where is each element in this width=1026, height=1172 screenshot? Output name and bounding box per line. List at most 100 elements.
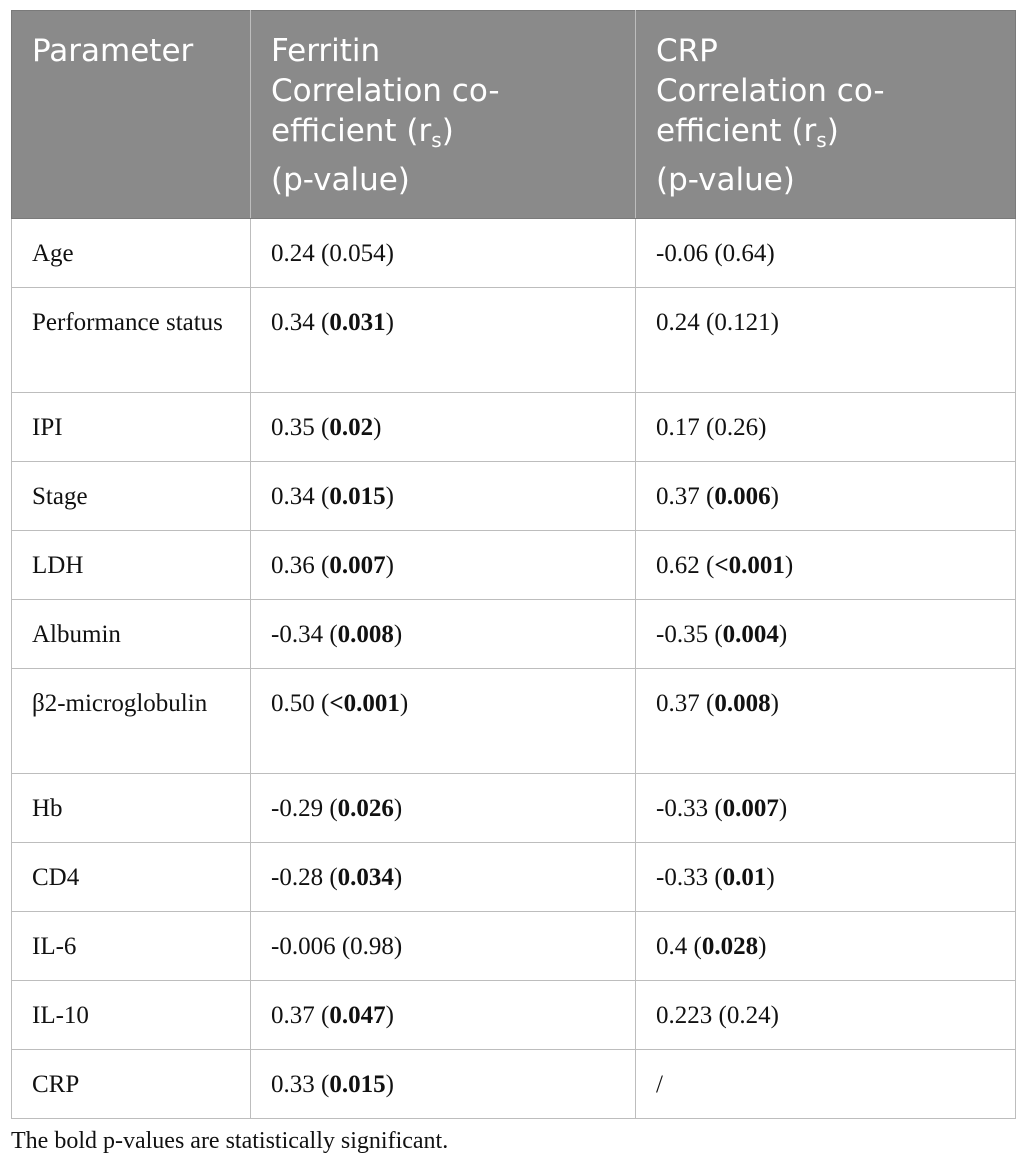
header-parameter-label: Parameter	[32, 33, 194, 69]
cell-crp: 0.223 (0.24)	[635, 980, 1016, 1050]
cell-crp-r: 0.17	[656, 414, 700, 441]
cell-crp: -0.35 (0.004)	[635, 599, 1016, 669]
header-crp-pvalue: (p-value)	[656, 162, 795, 198]
cell-ferritin-r: -0.29	[271, 795, 324, 822]
cell-ferritin-r: 0.36	[271, 552, 315, 579]
table-row: Stage 0.34 (0.015) 0.37 (0.006)	[11, 461, 1016, 531]
cell-crp-r: 0.4	[656, 933, 688, 960]
table-footnote: The bold p-values are statistically sign…	[11, 1128, 449, 1154]
cell-parameter: IPI	[11, 392, 251, 462]
header-ferritin-line2: Correlation co-	[271, 73, 500, 109]
cell-parameter: LDH	[11, 530, 251, 600]
cell-ferritin-p: 0.015	[329, 1071, 386, 1098]
cell-crp: /	[635, 1049, 1016, 1119]
cell-ferritin-p: 0.031	[329, 309, 386, 336]
correlation-table: Parameter Ferritin Correlation co- effic…	[11, 10, 1016, 1119]
header-crp-line3: efficient (r	[656, 113, 817, 149]
cell-crp-r: -0.35	[656, 621, 709, 648]
cell-ferritin-r: 0.35	[271, 414, 315, 441]
cell-ferritin-p: 0.02	[329, 414, 374, 441]
cell-crp: 0.17 (0.26)	[635, 392, 1016, 462]
cell-ferritin-p: 0.026	[337, 795, 394, 822]
cell-ferritin-p: 0.047	[329, 1002, 386, 1029]
cell-ferritin-r: -0.28	[271, 864, 324, 891]
cell-crp-p: 0.26	[714, 414, 759, 441]
cell-crp-p: 0.028	[701, 933, 759, 960]
cell-ferritin-r: 0.37	[271, 1002, 315, 1029]
cell-crp: 0.4 (0.028)	[635, 911, 1016, 981]
table-row: CRP 0.33 (0.015) /	[11, 1049, 1016, 1119]
cell-crp-r: -0.06	[656, 240, 709, 267]
cell-crp-p: 0.01	[722, 864, 767, 891]
cell-crp-r: /	[656, 1071, 663, 1098]
table-row: Hb -0.29 (0.026) -0.33 (0.007)	[11, 773, 1016, 843]
cell-parameter: β2-microglobulin	[11, 668, 251, 774]
cell-crp: -0.06 (0.64)	[635, 218, 1016, 288]
header-parameter: Parameter	[11, 10, 251, 219]
cell-ferritin-p: 0.007	[329, 552, 386, 579]
cell-crp-p: 0.121	[714, 309, 771, 336]
cell-ferritin-p: 0.054	[329, 240, 386, 267]
cell-ferritin-p: 0.98	[350, 933, 394, 960]
cell-ferritin-p: 0.015	[329, 483, 386, 510]
table-header: Parameter Ferritin Correlation co- effic…	[11, 10, 1016, 219]
header-ferritin-line3: efficient (r	[271, 113, 432, 149]
cell-crp: 0.37 (0.006)	[635, 461, 1016, 531]
table-row: IL-10 0.37 (0.047) 0.223 (0.24)	[11, 980, 1016, 1050]
cell-ferritin: 0.35 (0.02)	[250, 392, 636, 462]
cell-ferritin-p: <0.001	[329, 690, 400, 717]
cell-crp-p: 0.64	[722, 240, 767, 267]
cell-ferritin: -0.28 (0.034)	[250, 842, 636, 912]
cell-ferritin: 0.33 (0.015)	[250, 1049, 636, 1119]
cell-crp: 0.62 (<0.001)	[635, 530, 1016, 600]
cell-crp-r: -0.33	[656, 864, 709, 891]
cell-ferritin: -0.34 (0.008)	[250, 599, 636, 669]
cell-crp-p: <0.001	[714, 552, 785, 579]
cell-ferritin-r: 0.34	[271, 483, 315, 510]
cell-parameter: CD4	[11, 842, 251, 912]
cell-crp-r: 0.223	[656, 1002, 713, 1029]
table-row: Performance status 0.34 (0.031) 0.24 (0.12…	[11, 287, 1016, 393]
header-crp-close: )	[826, 113, 839, 149]
cell-crp-r: -0.33	[656, 795, 709, 822]
table-row: IL-6 -0.006 (0.98) 0.4 (0.028)	[11, 911, 1016, 981]
cell-ferritin-r: -0.34	[271, 621, 324, 648]
cell-ferritin-r: 0.24	[271, 240, 315, 267]
cell-ferritin: 0.36 (0.007)	[250, 530, 636, 600]
table-row: IPI 0.35 (0.02) 0.17 (0.26)	[11, 392, 1016, 462]
cell-ferritin: -0.29 (0.026)	[250, 773, 636, 843]
cell-parameter: CRP	[11, 1049, 251, 1119]
cell-crp-p: 0.004	[722, 621, 779, 648]
cell-parameter: IL-10	[11, 980, 251, 1050]
cell-parameter: Hb	[11, 773, 251, 843]
cell-crp-r: 0.37	[656, 483, 700, 510]
cell-crp-p: 0.24	[726, 1002, 771, 1029]
cell-crp: 0.24 (0.121)	[635, 287, 1016, 393]
cell-crp-p: 0.006	[714, 483, 771, 510]
header-crp-line2: Correlation co-	[656, 73, 885, 109]
cell-parameter: Age	[11, 218, 251, 288]
header-crp-subscript: s	[816, 128, 827, 152]
cell-ferritin: -0.006 (0.98)	[250, 911, 636, 981]
header-ferritin-pvalue: (p-value)	[271, 162, 410, 198]
table-row: β2-microglobulin 0.50 (<0.001) 0.37 (0.008…	[11, 668, 1016, 774]
cell-crp-r: 0.24	[656, 309, 700, 336]
cell-crp: 0.37 (0.008)	[635, 668, 1016, 774]
header-ferritin-subscript: s	[431, 128, 442, 152]
cell-ferritin-p: 0.008	[337, 621, 394, 648]
header-ferritin-title: Ferritin	[271, 33, 381, 69]
cell-ferritin: 0.24 (0.054)	[250, 218, 636, 288]
cell-parameter: Stage	[11, 461, 251, 531]
cell-parameter: Albumin	[11, 599, 251, 669]
header-crp-title: CRP	[656, 33, 718, 69]
cell-ferritin: 0.34 (0.031)	[250, 287, 636, 393]
cell-ferritin-r: 0.34	[271, 309, 315, 336]
cell-parameter: Performance status	[11, 287, 251, 393]
cell-ferritin-r: -0.006	[271, 933, 336, 960]
header-ferritin: Ferritin Correlation co- efficient (rs) …	[250, 10, 636, 219]
cell-ferritin: 0.37 (0.047)	[250, 980, 636, 1050]
table-row: CD4 -0.28 (0.034) -0.33 (0.01)	[11, 842, 1016, 912]
cell-crp-p: 0.008	[714, 690, 771, 717]
cell-ferritin-r: 0.33	[271, 1071, 315, 1098]
cell-ferritin: 0.50 (<0.001)	[250, 668, 636, 774]
